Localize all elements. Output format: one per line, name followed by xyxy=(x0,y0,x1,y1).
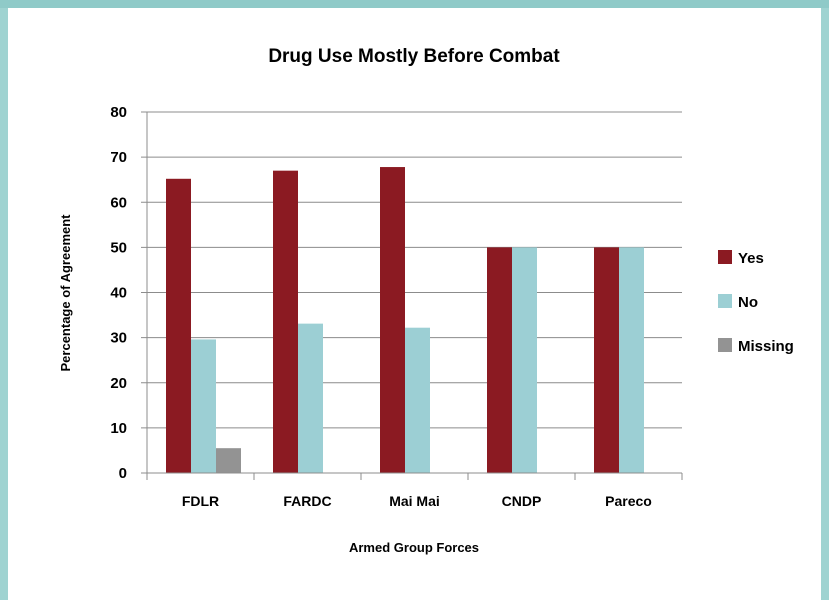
bar-no-cndp xyxy=(512,247,537,473)
y-tick-label: 50 xyxy=(110,239,127,256)
legend-swatch-yes xyxy=(718,250,732,264)
y-tick-label: 30 xyxy=(110,330,127,347)
x-tick-label: Pareco xyxy=(605,493,652,509)
y-tick-label: 10 xyxy=(110,420,127,437)
chart-title: Drug Use Mostly Before Combat xyxy=(268,46,560,67)
y-axis-title: Percentage of Agreement xyxy=(58,214,73,372)
y-tick-label: 20 xyxy=(110,375,127,392)
legend-swatch-no xyxy=(718,294,732,308)
y-tick-label: 60 xyxy=(110,194,127,211)
bar-no-mai-mai xyxy=(405,327,430,473)
y-tick-label: 80 xyxy=(110,104,127,121)
x-axis-title: Armed Group Forces xyxy=(349,540,479,555)
x-tick-label: FDLR xyxy=(182,493,219,509)
legend: Yes No Missing xyxy=(718,250,794,355)
legend-label-no: No xyxy=(738,294,758,311)
legend-swatch-missing xyxy=(718,338,732,352)
bar-no-pareco xyxy=(619,247,644,473)
bar-yes-fardc xyxy=(273,170,298,473)
y-tick-labels: 0 10 20 30 40 50 60 70 80 xyxy=(110,104,147,482)
bar-yes-fdlr xyxy=(166,178,191,473)
bar-missing-fdlr xyxy=(216,448,241,473)
legend-label-yes: Yes xyxy=(738,250,764,267)
bar-yes-cndp xyxy=(487,247,512,473)
slide-header-strip xyxy=(0,0,829,8)
y-tick-label: 70 xyxy=(110,149,127,166)
bar-no-fardc xyxy=(298,323,323,473)
y-tick-label: 0 xyxy=(119,465,127,482)
bar-yes-pareco xyxy=(594,247,619,473)
x-tick-label: FARDC xyxy=(283,493,331,509)
x-tick-label: CNDP xyxy=(502,493,542,509)
bars xyxy=(166,167,644,474)
legend-label-missing: Missing xyxy=(738,338,794,355)
gridlines xyxy=(147,111,682,429)
bar-yes-mai-mai xyxy=(380,167,405,474)
x-tick-labels: FDLR FARDC Mai Mai CNDP Pareco xyxy=(182,493,652,509)
y-tick-label: 40 xyxy=(110,285,127,302)
bar-no-fdlr xyxy=(191,339,216,473)
x-tick-label: Mai Mai xyxy=(389,493,440,509)
